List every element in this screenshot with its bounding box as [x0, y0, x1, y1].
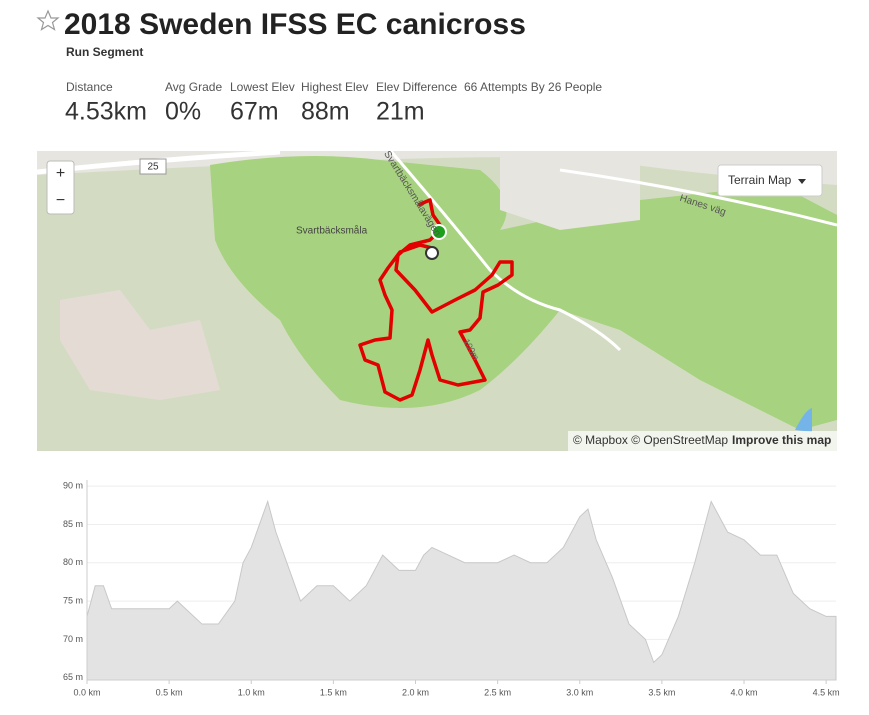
map-area	[500, 151, 640, 230]
zoom-controls	[46, 160, 75, 215]
x-tick-label: 0.5 km	[156, 687, 183, 697]
x-tick-label: 3.0 km	[566, 687, 593, 697]
stat-label: Lowest Elev	[230, 80, 295, 94]
attempts[interactable]: 66 Attempts By 26 People	[464, 80, 602, 94]
y-tick-label: 80 m	[63, 557, 83, 567]
stat-label: Highest Elev	[301, 80, 368, 94]
y-tick-label: 90 m	[63, 481, 83, 491]
segment-type: Run Segment	[66, 45, 143, 59]
map-area	[60, 290, 220, 400]
x-tick-label: 1.0 km	[238, 687, 265, 697]
route-line	[358, 198, 514, 402]
y-tick-label: 70 m	[63, 634, 83, 644]
map-layer-label: Terrain Map	[728, 173, 792, 187]
stat-label: Distance	[66, 80, 113, 94]
place-label: Svartbäcksmåla	[296, 225, 368, 237]
stat-value: 67m	[230, 98, 279, 126]
attribution-bar	[568, 431, 837, 451]
dropdown-caret	[798, 179, 806, 184]
star-icon[interactable]	[36, 9, 60, 31]
improve-link[interactable]: Improve this map	[732, 433, 831, 447]
y-tick-label: 85 m	[63, 519, 83, 529]
road-number: 25	[147, 162, 159, 173]
y-tick-label: 75 m	[63, 595, 83, 605]
map[interactable]: 25 Svartbäcksmåla Svartbäcksmålavägen Ha…	[37, 149, 837, 451]
stat-value: 88m	[301, 98, 350, 126]
x-tick-label: 3.5 km	[648, 687, 675, 697]
map-road	[559, 168, 837, 227]
x-tick-label: 2.5 km	[484, 687, 511, 697]
stat-label: Avg Grade	[165, 80, 222, 94]
start-marker	[431, 224, 447, 240]
map-road	[388, 151, 622, 352]
stat-value: 0%	[165, 98, 201, 126]
finish-marker	[425, 246, 439, 260]
zoom-out[interactable]: −	[56, 192, 65, 209]
road-shield	[139, 158, 167, 175]
elevation-area	[86, 499, 837, 681]
map-water	[795, 408, 812, 432]
stat-value: 21m	[376, 98, 425, 126]
x-tick-label: 4.0 km	[731, 687, 758, 697]
map-layer-button[interactable]	[717, 164, 823, 197]
stat-label: Elev Difference	[376, 80, 457, 94]
y-tick-label: 65 m	[63, 672, 83, 682]
attribution: © Mapbox © OpenStreetMap	[573, 433, 728, 447]
x-tick-label: 2.0 km	[402, 687, 429, 697]
stat-value: 4.53km	[65, 98, 147, 126]
segment-title: 2018 Sweden IFSS EC canicross	[64, 8, 526, 41]
x-tick-label: 1.5 km	[320, 687, 347, 697]
x-tick-label: 4.5 km	[813, 687, 840, 697]
zoom-in[interactable]: +	[56, 165, 65, 182]
x-tick-label: 0.0 km	[73, 687, 100, 697]
